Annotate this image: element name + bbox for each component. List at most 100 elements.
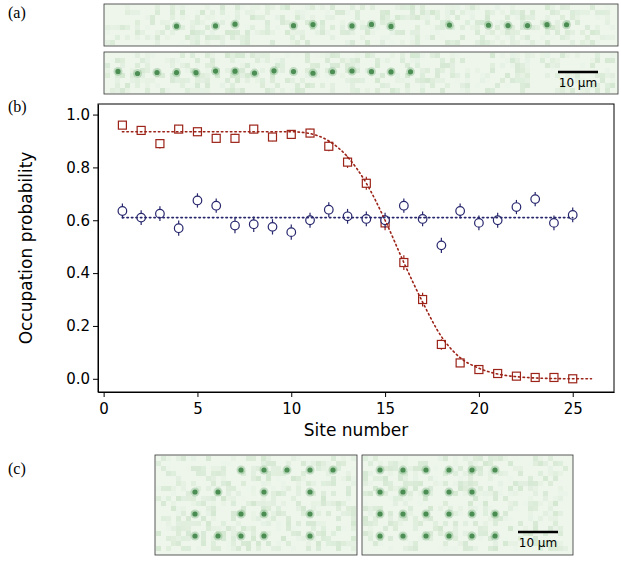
image-noise [316, 536, 321, 541]
image-noise [181, 506, 186, 511]
image-noise [190, 53, 195, 58]
image-noise [266, 481, 271, 486]
image-noise [490, 63, 495, 68]
image-noise [180, 58, 185, 63]
image-noise [443, 456, 448, 461]
image-noise [291, 496, 296, 501]
image-noise [485, 10, 490, 15]
image-noise [485, 15, 490, 20]
image-noise [220, 5, 225, 10]
atom-halo [289, 21, 298, 30]
image-noise [186, 546, 191, 551]
image-noise [351, 546, 356, 551]
image-noise [368, 536, 373, 541]
image-noise [210, 10, 215, 15]
image-noise [206, 501, 211, 506]
atom-halo [445, 466, 454, 475]
image-noise [205, 53, 210, 58]
image-noise [445, 15, 450, 20]
image-noise [281, 501, 286, 506]
image-noise [510, 40, 515, 45]
image-noise [305, 58, 310, 63]
image-noise [425, 68, 430, 73]
image-noise [498, 516, 503, 521]
image-noise [245, 73, 250, 78]
image-noise [558, 461, 563, 466]
image-noise [181, 521, 186, 526]
image-noise [176, 531, 181, 536]
image-strip [104, 4, 618, 46]
image-noise [156, 531, 161, 536]
image-noise [276, 491, 281, 496]
image-noise [180, 83, 185, 88]
image-noise [498, 491, 503, 496]
image-noise [350, 78, 355, 83]
image-noise [125, 35, 130, 40]
image-noise [105, 68, 110, 73]
image-noise [276, 476, 281, 481]
image-noise [605, 20, 610, 25]
image-noise [538, 481, 543, 486]
atom-halo [283, 466, 292, 475]
image-noise [231, 486, 236, 491]
image-noise [480, 35, 485, 40]
atom-halo [231, 67, 240, 76]
image-noise [560, 35, 565, 40]
data-point [249, 220, 258, 229]
image-noise [410, 53, 415, 58]
image-noise [286, 526, 291, 531]
image-noise [458, 466, 463, 471]
image-background [155, 455, 357, 555]
image-noise [575, 20, 580, 25]
image-noise [241, 526, 246, 531]
image-noise [375, 73, 380, 78]
image-noise [256, 516, 261, 521]
image-noise [300, 78, 305, 83]
image-noise [565, 53, 570, 58]
image-noise [395, 78, 400, 83]
image-noise [518, 491, 523, 496]
image-noise [170, 30, 175, 35]
image-noise [463, 531, 468, 536]
image-noise [380, 20, 385, 25]
image-noise [430, 35, 435, 40]
data-point [231, 134, 239, 142]
tick-mark [93, 326, 98, 327]
atom-halo [376, 488, 385, 497]
atom-halo [491, 510, 500, 519]
image-noise [221, 496, 226, 501]
tick-mark [291, 392, 292, 397]
image-noise [210, 58, 215, 63]
image-noise [150, 15, 155, 20]
image-noise [388, 481, 393, 486]
image-noise [483, 531, 488, 536]
image-noise [181, 511, 186, 516]
image-noise [510, 53, 515, 58]
image-noise [245, 63, 250, 68]
image-noise [171, 471, 176, 476]
image-noise [251, 511, 256, 516]
image-noise [145, 15, 150, 20]
image-noise [500, 30, 505, 35]
image-noise [400, 5, 405, 10]
image-noise [345, 10, 350, 15]
image-noise [296, 536, 301, 541]
image-noise [440, 68, 445, 73]
image-noise [600, 78, 605, 83]
image-noise [485, 73, 490, 78]
image-noise [351, 531, 356, 536]
image-noise [351, 526, 356, 531]
image-noise [195, 20, 200, 25]
image-noise [271, 516, 276, 521]
image-noise [360, 25, 365, 30]
image-noise [513, 526, 518, 531]
image-noise [270, 78, 275, 83]
image-noise [410, 58, 415, 63]
image-noise [373, 541, 378, 546]
image-noise [266, 521, 271, 526]
image-noise [425, 15, 430, 20]
image-noise [336, 546, 341, 551]
image-noise [231, 536, 236, 541]
image-noise [355, 15, 360, 20]
image-noise [181, 536, 186, 541]
